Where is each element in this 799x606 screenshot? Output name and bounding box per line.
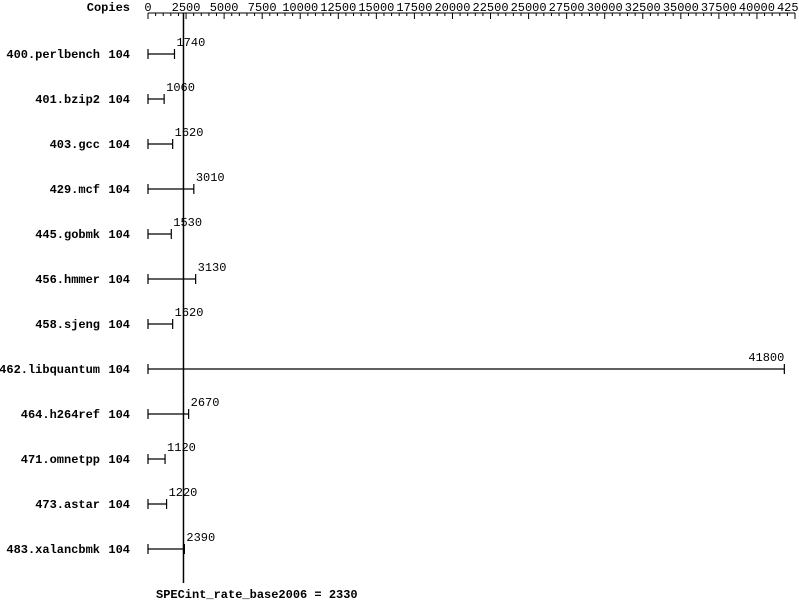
bar-value-label: 1060 (166, 81, 195, 95)
benchmark-name: 403.gcc (50, 138, 100, 152)
x-tick-label: 40000 (739, 1, 775, 15)
bar-value-label: 41800 (748, 351, 784, 365)
copies-value: 104 (108, 498, 130, 512)
copies-value: 104 (108, 363, 130, 377)
x-tick-label: 5000 (210, 1, 239, 15)
x-tick-label: 27500 (549, 1, 585, 15)
benchmark-name: 471.omnetpp (21, 453, 100, 467)
bar-value-label: 1530 (173, 216, 202, 230)
bar-value-label: 1620 (175, 306, 204, 320)
x-tick-label: 15000 (358, 1, 394, 15)
benchmark-name: 458.sjeng (35, 318, 100, 332)
x-tick-label: 17500 (396, 1, 432, 15)
copies-value: 104 (108, 138, 130, 152)
x-tick-label: 35000 (663, 1, 699, 15)
copies-value: 104 (108, 273, 130, 287)
benchmark-name: 401.bzip2 (35, 93, 100, 107)
benchmark-name: 473.astar (35, 498, 100, 512)
copies-value: 104 (108, 228, 130, 242)
benchmark-name: 464.h264ref (21, 408, 100, 422)
x-tick-label: 0 (144, 1, 151, 15)
copies-value: 104 (108, 408, 130, 422)
x-tick-label: 37500 (701, 1, 737, 15)
bar-value-label: 1620 (175, 126, 204, 140)
benchmark-name: 456.hmmer (35, 273, 100, 287)
copies-value: 104 (108, 93, 130, 107)
benchmark-name: 445.gobmk (35, 228, 100, 242)
bar-value-label: 3130 (198, 261, 227, 275)
x-tick-label: 30000 (587, 1, 623, 15)
x-tick-label: 20000 (434, 1, 470, 15)
benchmark-name: 400.perlbench (6, 48, 100, 62)
bar-value-label: 2670 (191, 396, 220, 410)
bar-value-label: 3010 (196, 171, 225, 185)
x-tick-label: 7500 (248, 1, 277, 15)
copies-value: 104 (108, 543, 130, 557)
spec-rate-chart: 0 2500 5000 7500 100001250015000175002000022… (0, 0, 799, 606)
x-tick-label: 32500 (625, 1, 661, 15)
x-tick-label: 10000 (282, 1, 318, 15)
copies-value: 104 (108, 48, 130, 62)
copies-value: 104 (108, 318, 130, 332)
copies-value: 104 (108, 453, 130, 467)
x-tick-label: 12500 (320, 1, 356, 15)
chart-background (0, 0, 799, 606)
benchmark-name: 462.libquantum (0, 363, 100, 377)
bar-value-label: 1220 (169, 486, 198, 500)
x-tick-label: 2500 (172, 1, 201, 15)
bar-value-label: 1740 (176, 36, 205, 50)
copies-value: 104 (108, 183, 130, 197)
benchmark-name: 483.xalancbmk (6, 543, 100, 557)
benchmark-name: 429.mcf (50, 183, 100, 197)
footer-text: SPECint_rate_base2006 = 2330 (156, 588, 358, 602)
bar-value-label: 1120 (167, 441, 196, 455)
x-tick-label: 25000 (511, 1, 547, 15)
copies-header: Copies (87, 1, 130, 15)
bar-value-label: 2390 (186, 531, 215, 545)
x-tick-label: 22500 (473, 1, 509, 15)
x-tick-label: 42500 (777, 1, 799, 15)
